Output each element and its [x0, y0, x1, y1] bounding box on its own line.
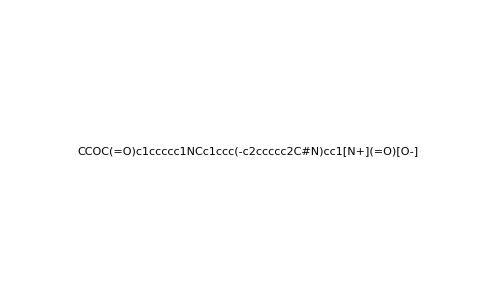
- Text: CCOC(=O)c1ccccc1NCc1ccc(-c2ccccc2C#N)cc1[N+](=O)[O-]: CCOC(=O)c1ccccc1NCc1ccc(-c2ccccc2C#N)cc1…: [77, 146, 419, 157]
